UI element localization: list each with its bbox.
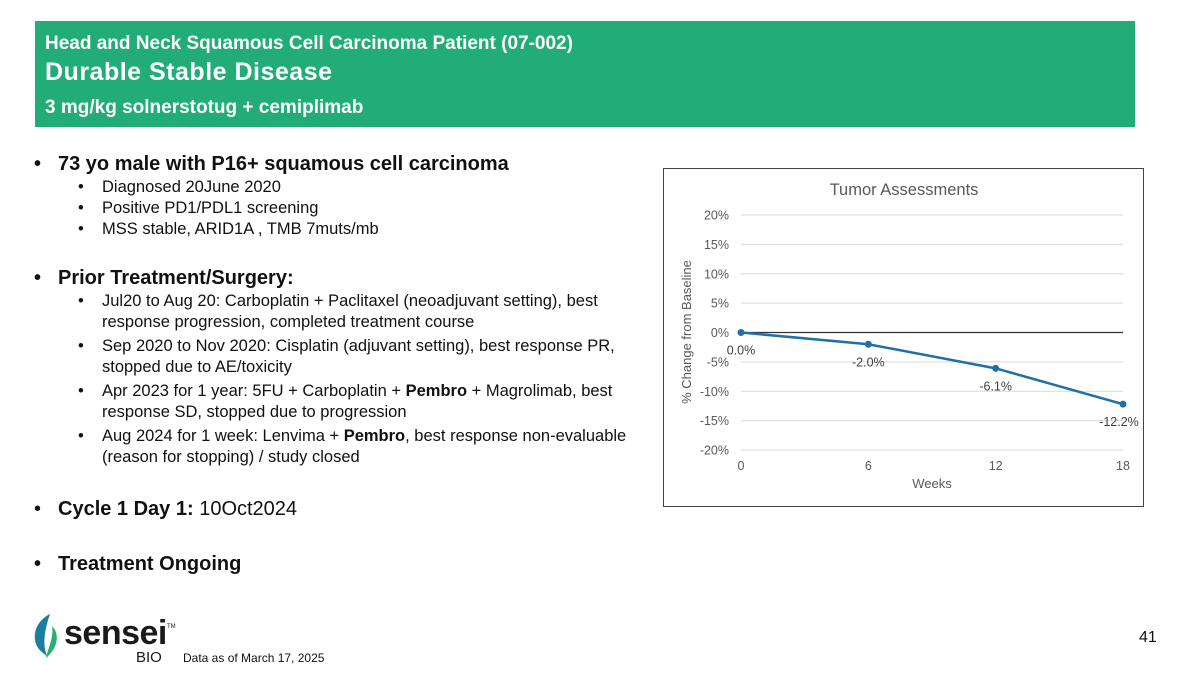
profile-item: Positive PD1/PDL1 screening [34, 198, 634, 219]
y-tick-label: -10% [700, 385, 729, 399]
slide-headline: Durable Stable Disease [45, 58, 333, 86]
data-point [1119, 400, 1127, 408]
x-tick-label: 0 [738, 459, 745, 473]
prior-item: Aug 2024 for 1 week: Lenvima + Pembro, b… [34, 426, 634, 468]
y-tick-label: 0% [711, 326, 729, 340]
data-point [864, 340, 872, 348]
leaf-logo-icon [34, 614, 57, 658]
dosing-subtitle: 3 mg/kg solnerstotug + cemiplimab [45, 97, 364, 118]
data-label: -6.1% [979, 379, 1012, 393]
series-line [740, 331, 1124, 406]
sensei-bio-logo: sensei TM BIO [30, 612, 190, 667]
y-tick-label: 15% [704, 238, 729, 252]
ongoing-status: Treatment Ongoing [34, 551, 634, 577]
prior-item: Sep 2020 to Nov 2020: Cisplatin (adjuvan… [34, 336, 634, 378]
tumor-chart: Tumor Assessments 20% 15% 10% 5% 0% -5% -10% -1… [663, 168, 1144, 507]
y-tick-label: -5% [707, 355, 729, 369]
chart-svg: Tumor Assessments 20% 15% 10% 5% 0% -5% -10% -1… [679, 181, 1139, 491]
logo-bio: BIO [136, 649, 162, 666]
data-label: -2.0% [852, 355, 885, 369]
prior-item: Jul20 to Aug 20: Carboplatin + Paclitaxe… [34, 291, 634, 333]
page-number: 41 [1139, 629, 1157, 646]
chart-title: Tumor Assessments [830, 181, 979, 199]
data-point [737, 329, 745, 336]
cycle-label: Cycle 1 Day 1: [58, 498, 194, 520]
profile-item: MSS stable, ARID1A , TMB 7muts/mb [34, 219, 634, 240]
y-tick-label: -20% [700, 444, 729, 458]
x-axis-label: Weeks [912, 476, 952, 491]
logo-trademark: TM [167, 624, 176, 630]
y-tick-label: 5% [711, 297, 729, 311]
y-tick-label: 20% [704, 209, 729, 223]
y-tick-label: -15% [700, 414, 729, 428]
x-tick-label: 18 [1116, 459, 1130, 473]
x-tick-label: 6 [865, 459, 872, 473]
profile-heading: 73 yo male with P16+ squamous cell carci… [34, 151, 634, 177]
profile-item: Diagnosed 20June 2020 [34, 177, 634, 198]
cycle-date: 10Oct2024 [193, 498, 298, 520]
data-date-note: Data as of March 17, 2025 [183, 651, 325, 665]
patient-title: Head and Neck Squamous Cell Carcinoma Pa… [45, 33, 573, 54]
bullet-content: 73 yo male with P16+ squamous cell carci… [34, 151, 634, 577]
prior-item: Apr 2023 for 1 year: 5FU + Carboplatin +… [34, 381, 634, 423]
data-point [992, 364, 1000, 372]
y-axis-label: % Change from Baseline [679, 260, 694, 404]
prior-heading: Prior Treatment/Surgery: [34, 265, 634, 291]
data-label: 0.0% [727, 344, 756, 358]
x-tick-label: 12 [989, 459, 1003, 473]
y-tick-label: 10% [704, 267, 729, 281]
data-label: -12.2% [1099, 415, 1139, 429]
logo-wordmark: sensei [64, 614, 167, 652]
cycle-line: Cycle 1 Day 1: 10Oct2024 [34, 496, 634, 522]
title-banner: Head and Neck Squamous Cell Carcinoma Pa… [35, 21, 1135, 127]
